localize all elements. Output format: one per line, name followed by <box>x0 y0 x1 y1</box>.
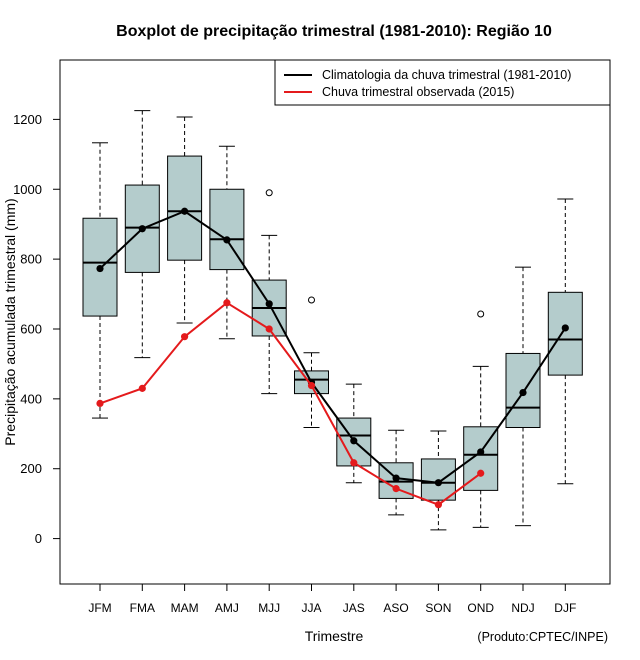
series-point-observed <box>265 325 273 333</box>
series-point-observed <box>138 384 146 392</box>
series-point-observed <box>223 299 231 307</box>
x-tick-label: JJA <box>301 601 321 615</box>
series-line-observed <box>99 301 482 506</box>
outlier-point <box>265 189 273 197</box>
y-tick-label: 200 <box>20 461 42 476</box>
legend: Climatologia da chuva trimestral (1981-2… <box>274 59 611 106</box>
x-tick-label: FMA <box>130 601 155 615</box>
series-point-climatology <box>519 388 527 397</box>
series-line-climatology <box>99 210 567 484</box>
y-tick-label: 600 <box>20 321 42 336</box>
legend-label-observed: Chuva trimestral observada (2015) <box>322 85 514 99</box>
legend-box <box>274 59 611 106</box>
y-tick-label: 1000 <box>13 182 42 197</box>
y-tick-label: 1200 <box>13 112 42 127</box>
series-point-observed <box>434 501 442 509</box>
outlier-point <box>308 296 315 304</box>
x-tick-label: SON <box>425 601 451 615</box>
series-point-climatology <box>350 437 358 445</box>
x-tick-label: MJJ <box>258 601 280 615</box>
x-tick-label: OND <box>467 601 494 615</box>
legend-label-climatology: Climatologia da chuva trimestral (1981-2… <box>322 68 571 82</box>
y-tick-label: 400 <box>20 391 42 406</box>
series-point-observed <box>181 333 189 341</box>
x-tick-label: DJF <box>554 601 576 615</box>
series-point-observed <box>307 381 316 390</box>
series-point-climatology <box>223 236 231 244</box>
x-tick-label: AMJ <box>215 601 239 615</box>
x-tick-label: MAM <box>171 601 199 615</box>
series-point-climatology <box>96 264 104 273</box>
x-tick-label: JAS <box>343 601 365 615</box>
y-axis: 0 200 400 600 800 1000 1200 <box>13 112 60 546</box>
series-point-climatology <box>181 207 189 215</box>
outlier-point <box>477 310 485 318</box>
series-point-climatology <box>561 324 569 332</box>
x-axis-label: Trimestre <box>305 628 364 644</box>
box-group <box>82 110 583 531</box>
series-point-observed <box>392 485 400 493</box>
box <box>547 291 583 376</box>
credit-label: (Produto:CPTEC/INPE) <box>477 630 608 644</box>
x-tick-label: NDJ <box>511 601 534 615</box>
x-axis: JFM FMA MAM AMJ MJJ JJA JAS ASO SON OND NDJ DJF <box>88 584 576 615</box>
series-point-climatology <box>434 479 442 487</box>
y-tick-label: 0 <box>35 531 42 546</box>
y-tick-label: 800 <box>20 252 42 267</box>
series-point-climatology <box>138 225 146 233</box>
series-point-observed <box>96 399 104 407</box>
series-lines <box>96 207 569 509</box>
x-tick-label: JFM <box>88 601 111 615</box>
series-point-climatology <box>477 448 485 456</box>
series-point-observed <box>477 469 485 477</box>
chart-title: Boxplot de precipitação trimestral (1981… <box>116 23 552 40</box>
y-axis-label: Precipitação acumulada trimestral (mm) <box>2 198 18 445</box>
series-point-observed <box>350 459 358 467</box>
series-point-climatology <box>392 474 400 482</box>
series-point-climatology <box>265 300 273 308</box>
x-tick-label: ASO <box>383 601 408 615</box>
